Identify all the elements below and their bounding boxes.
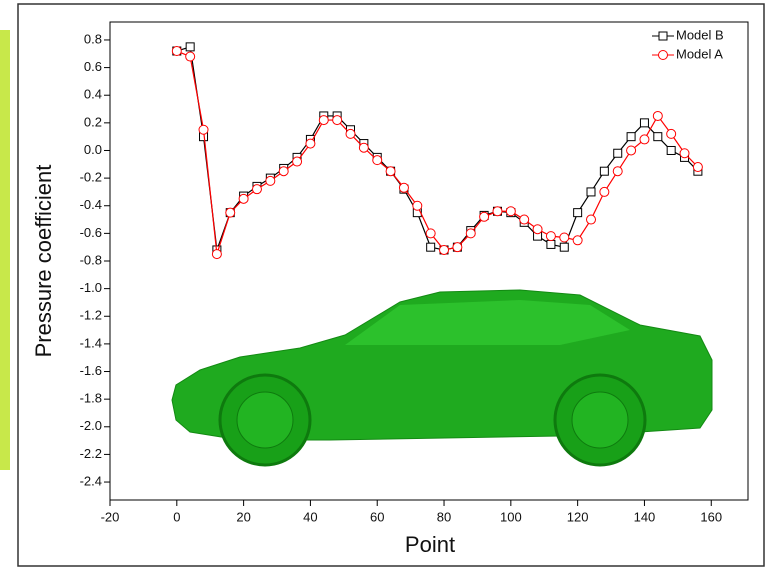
marker (600, 167, 608, 175)
x-tick-label: 160 (700, 509, 722, 524)
marker (426, 229, 435, 238)
y-tick-label: 0.6 (84, 59, 102, 74)
marker (440, 245, 449, 254)
marker (693, 163, 702, 172)
marker (614, 149, 622, 157)
marker (587, 215, 596, 224)
marker (413, 201, 422, 210)
y-tick-label: -2.2 (80, 446, 102, 461)
marker (680, 149, 689, 158)
background (0, 0, 769, 571)
y-tick-label: 0.4 (84, 87, 102, 102)
x-tick-label: 120 (567, 509, 589, 524)
x-tick-label: 20 (236, 509, 250, 524)
marker (659, 32, 667, 40)
marker (506, 207, 515, 216)
y-axis-label: Pressure coefficient (31, 165, 56, 358)
marker (600, 187, 609, 196)
marker (480, 212, 489, 221)
marker (493, 207, 502, 216)
y-tick-label: 0.2 (84, 114, 102, 129)
x-tick-label: 80 (437, 509, 451, 524)
x-tick-label: 100 (500, 509, 522, 524)
x-tick-label: 60 (370, 509, 384, 524)
marker (306, 139, 315, 148)
y-tick-label: -1.6 (80, 363, 102, 378)
y-tick-label: -2.0 (80, 418, 102, 433)
chart: Point Pressure coefficient -20 0 20 40 60 80 1… (0, 0, 769, 571)
marker (386, 167, 395, 176)
marker (667, 129, 676, 138)
marker (560, 243, 568, 251)
marker (573, 236, 582, 245)
x-tick-label: 0 (173, 509, 180, 524)
marker (627, 146, 636, 155)
y-tick-label: 0.8 (84, 31, 102, 46)
marker (427, 243, 435, 251)
hub (237, 392, 293, 448)
marker (640, 135, 649, 144)
legend-label: Model A (676, 46, 723, 61)
marker (346, 129, 355, 138)
y-tick-label: -1.8 (80, 391, 102, 406)
y-tick-label: -2.4 (80, 473, 102, 488)
marker (547, 240, 555, 248)
marker (453, 243, 462, 252)
marker (212, 250, 221, 259)
marker (613, 167, 622, 176)
x-tick-label: -20 (101, 509, 120, 524)
marker (199, 125, 208, 134)
marker (520, 215, 529, 224)
marker (252, 185, 261, 194)
marker (293, 157, 302, 166)
y-tick-label: -0.2 (80, 170, 102, 185)
marker (587, 188, 595, 196)
marker (653, 111, 662, 120)
marker (373, 156, 382, 165)
x-tick-label: 140 (634, 509, 656, 524)
marker (533, 225, 542, 234)
marker (640, 119, 648, 127)
y-tick-label: -0.6 (80, 225, 102, 240)
marker (560, 233, 569, 242)
marker (659, 51, 668, 60)
marker (239, 194, 248, 203)
hub (572, 392, 628, 448)
x-axis-label: Point (405, 532, 455, 557)
marker (319, 116, 328, 125)
marker (226, 208, 235, 217)
marker (466, 229, 475, 238)
marker (546, 232, 555, 241)
marker (186, 43, 194, 51)
marker (627, 133, 635, 141)
marker (574, 209, 582, 217)
x-tick-label: 40 (303, 509, 317, 524)
marker (654, 133, 662, 141)
marker (172, 47, 181, 56)
marker (667, 146, 675, 154)
y-tick-label: -0.8 (80, 252, 102, 267)
marker (399, 183, 408, 192)
y-tick-label: -1.2 (80, 308, 102, 323)
y-tick-label: -1.0 (80, 280, 102, 295)
y-tick-label: -0.4 (80, 197, 102, 212)
side-strip (0, 30, 10, 470)
marker (279, 167, 288, 176)
marker (333, 116, 342, 125)
legend-label: Model B (676, 27, 724, 42)
y-tick-label: -1.4 (80, 335, 102, 350)
marker (266, 176, 275, 185)
marker (359, 143, 368, 152)
marker (186, 52, 195, 61)
y-tick-label: 0.0 (84, 142, 102, 157)
